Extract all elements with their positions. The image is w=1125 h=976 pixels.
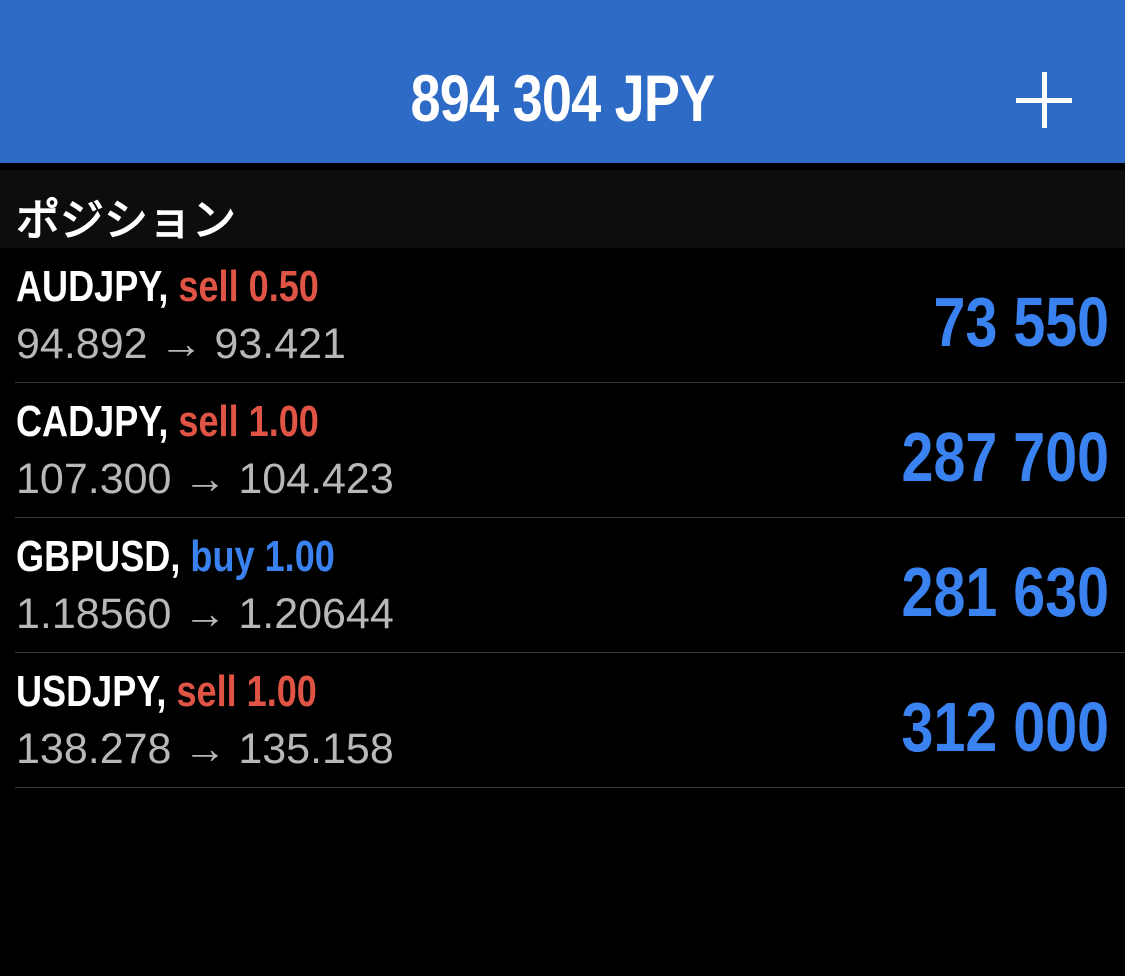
symbol: AUDJPY, (16, 262, 169, 311)
position-row[interactable]: CADJPY, sell 1.00 107.300 → 104.423 287 70… (0, 383, 1125, 518)
profit-value: 281 630 (901, 553, 1109, 631)
position-row[interactable]: AUDJPY, sell 0.50 94.892 → 93.421 73 550 (0, 248, 1125, 383)
trade-action: sell 1.00 (176, 667, 317, 716)
profit-value: 312 000 (901, 688, 1109, 766)
top-bar: 894 304 JPY (0, 0, 1125, 163)
symbol: CADJPY, (16, 397, 169, 446)
row-divider (15, 517, 1125, 518)
row-divider (15, 382, 1125, 383)
position-row[interactable]: USDJPY, sell 1.00 138.278 → 135.158 312 00… (0, 653, 1125, 788)
symbol: USDJPY, (16, 667, 167, 716)
position-title: USDJPY, sell 1.00 (16, 667, 317, 717)
profit-value: 287 700 (901, 418, 1109, 496)
position-title: CADJPY, sell 1.00 (16, 397, 319, 447)
position-title: AUDJPY, sell 0.50 (16, 262, 319, 312)
profit-value: 73 550 (933, 283, 1109, 361)
trade-action: sell 0.50 (178, 262, 319, 311)
price-change: 94.892 → 93.421 (16, 320, 346, 368)
trade-action: sell 1.00 (178, 397, 319, 446)
section-title: ポジション (16, 195, 236, 246)
price-change: 107.300 → 104.423 (16, 455, 394, 503)
price-change: 1.18560 → 1.20644 (16, 590, 394, 638)
section-header: ポジション (0, 170, 1125, 248)
plus-icon[interactable] (1016, 72, 1072, 128)
balance-title: 894 304 JPY (410, 61, 716, 135)
row-divider (15, 787, 1125, 788)
row-divider (15, 652, 1125, 653)
symbol: GBPUSD, (16, 532, 181, 581)
position-row[interactable]: GBPUSD, buy 1.00 1.18560 → 1.20644 281 630 (0, 518, 1125, 653)
trade-action: buy 1.00 (190, 532, 335, 581)
position-title: GBPUSD, buy 1.00 (16, 532, 335, 582)
price-change: 138.278 → 135.158 (16, 725, 394, 773)
